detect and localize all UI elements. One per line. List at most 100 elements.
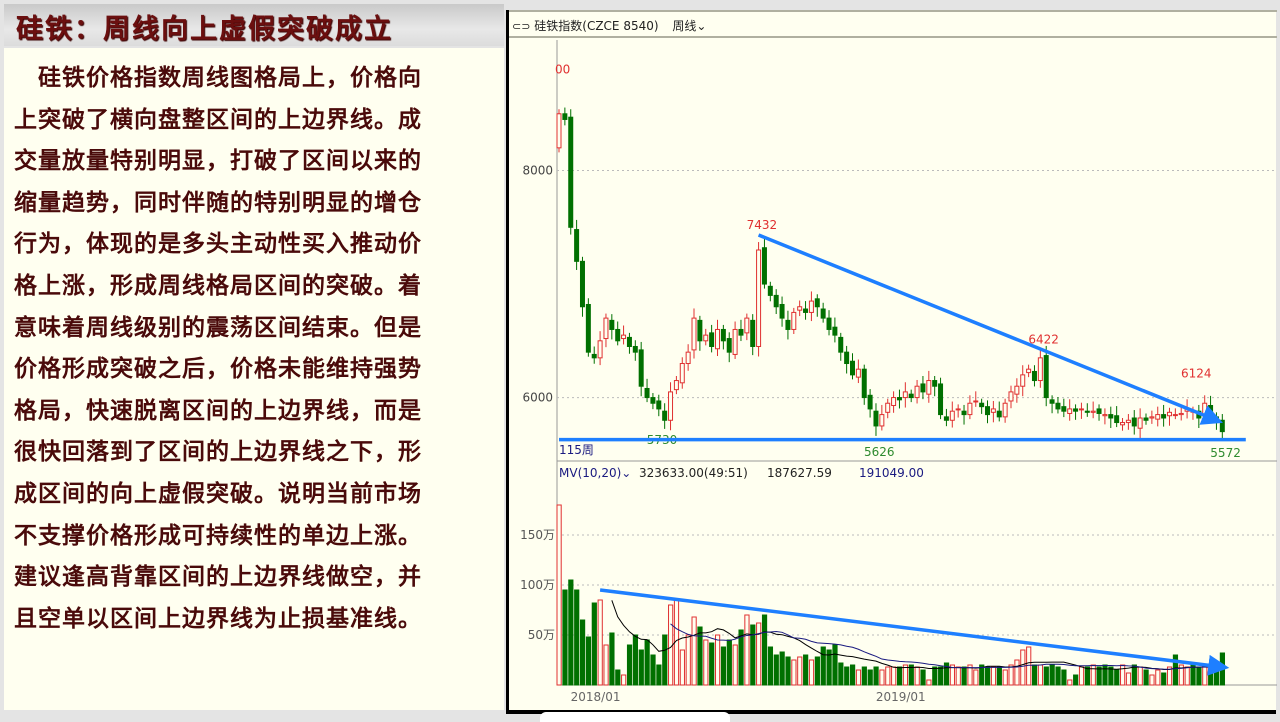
volume-bar [1049,664,1055,686]
candle-body [985,406,991,416]
volume-tick-label: 150万 [520,528,555,542]
volume-bar [1014,659,1020,686]
volume-bar [597,599,603,686]
candle-body [562,113,568,120]
volume-bar [1196,666,1202,686]
candle-body [615,328,621,342]
period-selector[interactable]: 周线⌄ [672,19,707,33]
candle-body [638,349,644,387]
volume-bar [720,646,727,686]
body-text-line: 意味着周线级别的震荡区间结束。但是 [14,313,422,341]
chevron-down-icon: ⌄ [696,19,707,33]
volume-bar [1143,669,1149,686]
volume-bar [791,659,797,686]
volume-bar [1084,666,1090,686]
candle-body [914,385,920,399]
price-annotation: 5572 [1210,446,1241,460]
volume-bar [650,654,656,686]
candle-body [632,345,638,353]
volume-bar [832,644,838,686]
candle-body [703,334,709,342]
volume-bar [996,666,1002,686]
candle-body [744,317,750,334]
volume-bar [973,669,979,686]
candlestick-chart[interactable]: 8000 6000 150万 100万 50万 2018/01 2019/01 115周 MV(… [509,40,1277,712]
candle-body [1149,416,1155,419]
volume-bar [955,666,961,686]
candle-body [826,317,832,330]
candle-body [820,308,826,319]
body-text-line: 硅铁价格指数周线图格局上，价格向 [14,64,422,91]
price-tick-label: 6000 [522,391,553,405]
body-text-line: 格上涨，形成周线格局区间的突破。着 [14,272,422,299]
candle-body [932,380,938,387]
volume-bar [896,666,903,686]
volume-bar [626,644,633,686]
volume-bar [990,666,997,686]
candle-body [803,308,809,313]
candle-body [1219,419,1225,433]
volume-bar [1043,666,1049,686]
volume-bar [732,644,738,686]
candle-body [1031,370,1037,382]
volume-bar [1190,662,1196,686]
volume-bar [803,654,809,686]
instrument-label: 硅铁指数(CZCE 8540) [534,19,659,33]
volume-bar [656,664,662,686]
volume-bar [908,664,914,686]
volume-bar [826,649,832,686]
candle-body [1049,399,1055,404]
candle-body [850,360,855,376]
candle-body [603,317,609,340]
body-text-line: 价格形成突破之后，价格未能维持强势 [14,355,422,383]
candle-body [1008,391,1014,402]
candle-body [650,397,656,404]
body-text-line: 上突破了横向盘整区间的上边界线。成 [14,105,422,133]
price-annotation: 00 [555,63,570,77]
body-text-line: 行为，体现的是多头主动性买入推动价 [14,230,422,258]
volume-bar [920,669,926,686]
volume-bar [1125,672,1132,686]
ma10-line [611,600,1223,670]
candle-body [885,402,891,413]
volume-bar [1020,649,1026,686]
volume-bar [750,624,756,686]
volume-bar [1155,669,1161,686]
slide-title: 硅铁：周线向上虚假突破成立 [16,14,393,45]
price-annotation: 7432 [747,218,778,232]
volume-trend-line [599,588,1230,676]
volume-bar [1096,666,1102,686]
candle-body [996,410,1002,418]
volume-bar [979,664,985,686]
volume-bar [943,662,950,686]
volume-bar [744,614,750,686]
candle-body [896,397,902,401]
volume-bar [1108,666,1114,686]
volume-bar [814,656,820,686]
volume-bar [1031,664,1038,686]
candle-body [1014,385,1020,395]
volume-bar [761,614,768,686]
candle-body [791,311,797,330]
candle-body [709,332,715,347]
volume-bar [579,619,586,686]
volume-bar [767,646,774,686]
volume-bar [591,602,597,686]
candle-body [761,247,767,285]
volume-bar [609,632,615,686]
candle-body [644,387,650,399]
volume-bar [850,664,856,686]
volume-indicator-label: MV(10,20)⌄ [559,466,631,480]
candle-body [979,402,985,408]
candle-body [714,328,720,350]
volume-bar [961,666,967,686]
volume-bar [1067,679,1073,686]
volume-bar [556,504,562,686]
volume-bar [938,666,944,686]
volume-bar [738,629,744,686]
link-icon[interactable]: ⊂⊃ [512,20,531,33]
volume-bar [914,666,920,686]
candle-body [732,328,738,355]
candle-body [1026,368,1032,374]
candle-body [1172,414,1178,417]
